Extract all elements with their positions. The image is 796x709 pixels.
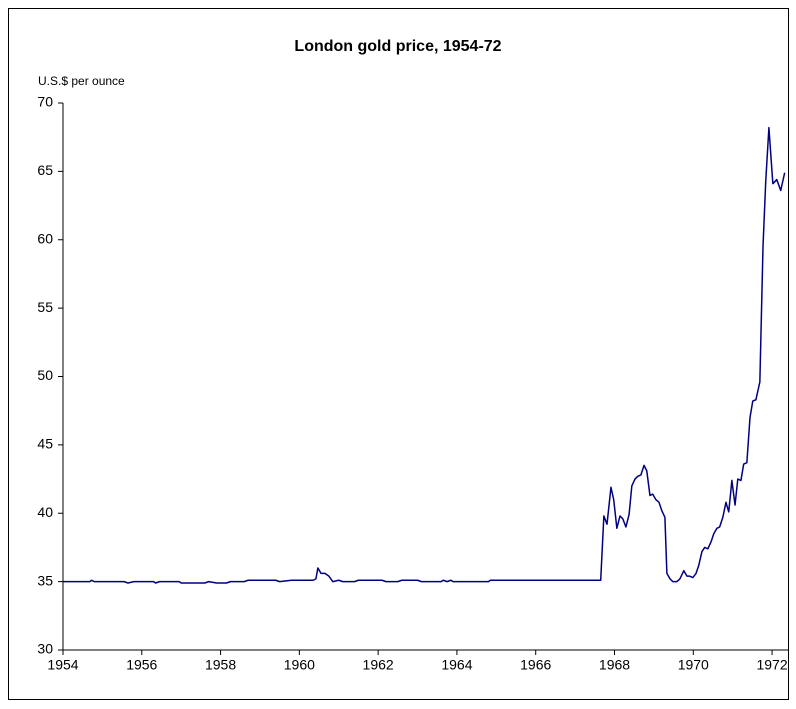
chart-border [8, 8, 789, 700]
y-tick-label: 45 [37, 436, 53, 452]
x-tick-label: 1966 [520, 657, 551, 673]
line-series [63, 126, 786, 584]
x-tick-label: 1960 [284, 657, 315, 673]
x-tick-label: 1958 [205, 657, 236, 673]
x-tick-label: 1970 [678, 657, 709, 673]
x-tick-label: 1968 [599, 657, 630, 673]
y-tick-label: 55 [37, 299, 53, 315]
y-tick-label: 35 [37, 572, 53, 588]
x-tick-label: 1956 [126, 657, 157, 673]
y-tick-label: 65 [37, 162, 53, 178]
x-tick-label: 1962 [363, 657, 394, 673]
x-tick-label: 1954 [47, 657, 78, 673]
y-tick-label: 50 [37, 367, 53, 383]
y-tick-label: 70 [37, 94, 53, 110]
x-tick-label: 1964 [441, 657, 472, 673]
y-axis-label: U.S.$ per ounce [38, 74, 125, 88]
y-tick-label: 30 [37, 641, 53, 657]
y-tick-label: 40 [37, 504, 53, 520]
x-tick-label: 1972 [756, 657, 787, 673]
chart-title: London gold price, 1954-72 [294, 38, 501, 55]
y-tick-label: 60 [37, 230, 53, 246]
